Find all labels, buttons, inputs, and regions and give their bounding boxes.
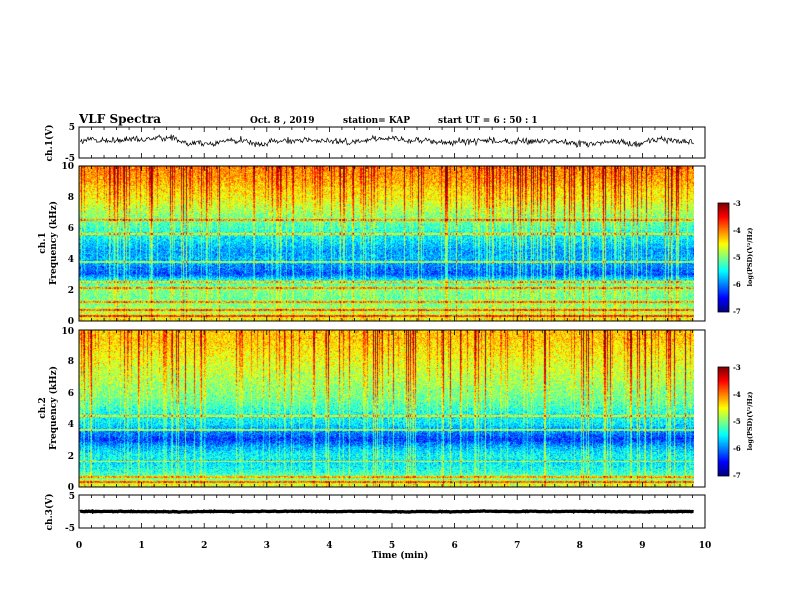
ch1-freq-tick-8: 8	[68, 193, 74, 203]
ch2-freq-tick-8: 8	[68, 357, 74, 367]
date-label: Oct. 8 , 2019	[250, 116, 314, 126]
ch1-waveform-panel: 5 -5 ch.1(V)	[44, 123, 706, 164]
ch3-waveform-ylabel: ch.3(V)	[44, 494, 55, 531]
ch2-spectrogram-image	[79, 330, 694, 487]
ch1-colorbar-frame	[717, 202, 730, 313]
ch1-cb-tick-m7: -7	[733, 307, 741, 316]
time-tick-label-9: 9	[639, 541, 645, 551]
ch1-cb-tick-m3: -3	[733, 199, 741, 208]
ch2-colorbar: -3 -4 -5 -6 -7 log(PSD)(V²/Hz)	[717, 363, 754, 480]
ch2-spectrogram-xticks	[78, 330, 706, 487]
ch1-freq-tick-0: 0	[68, 317, 74, 327]
ch1-ytick-bottom: -5	[65, 154, 75, 164]
station-label: station= KAP	[343, 116, 410, 126]
ch1-waveform-ylabel: ch.1(V)	[44, 125, 55, 162]
ch2-spectrogram-yticks: 0 2 4 6 8 10	[61, 327, 74, 493]
ch2-cb-tick-m4: -4	[733, 390, 741, 399]
ch1-spectrogram-ylabel: Frequency (kHz)	[48, 201, 59, 285]
time-tick-label-3: 3	[264, 541, 270, 551]
ch1-spectrogram-image	[79, 166, 694, 321]
ch2-colorbar-frame	[717, 366, 730, 477]
ch3-ytick-bottom: -5	[65, 524, 75, 534]
start-time-label: start UT = 6 : 50 : 1	[438, 116, 538, 126]
ch1-colorbar-label: log(PSD)(V²/Hz)	[746, 228, 754, 287]
ch1-spectrogram-panel: 0 2 4 6 8 10 ch.1 Frequency (kHz)	[38, 162, 706, 327]
ch2-freq-tick-6: 6	[68, 389, 74, 399]
ch1-freq-tick-2: 2	[68, 286, 74, 296]
ch1-ytick-top: 5	[69, 123, 75, 133]
ch1-spectrogram-yticks: 0 2 4 6 8 10	[61, 162, 74, 327]
ch2-freq-tick-10: 10	[61, 327, 74, 337]
ch1-freq-tick-10: 10	[61, 162, 74, 172]
ch2-freq-tick-2: 2	[68, 452, 74, 462]
time-tick-label-5: 5	[389, 541, 395, 551]
ch1-freq-tick-4: 4	[68, 255, 74, 265]
time-axis-ticklabels: 0 1 2 3 4 5 6 7 8 9 10	[76, 541, 711, 551]
ch2-cb-tick-m5: -5	[733, 417, 741, 426]
ch2-spectrogram-channel-label: ch.2	[38, 397, 48, 418]
time-tick-label-8: 8	[577, 541, 583, 551]
ch3-ytick-top: 5	[69, 492, 75, 502]
time-tick-label-2: 2	[201, 541, 207, 551]
ch1-cb-tick-m6: -6	[733, 280, 741, 289]
ch2-cb-tick-m7: -7	[733, 471, 741, 480]
time-tick-label-4: 4	[326, 541, 332, 551]
ch2-freq-tick-0: 0	[68, 483, 74, 493]
ch1-colorbar: -3 -4 -5 -6 -7 log(PSD)(V²/Hz)	[717, 199, 754, 316]
ch2-cb-tick-m6: -6	[733, 444, 741, 453]
ch2-cb-tick-m3: -3	[733, 363, 741, 372]
ch1-waveform-line	[79, 134, 694, 148]
time-axis-label: Time (min)	[372, 550, 429, 561]
time-tick-label-6: 6	[451, 541, 457, 551]
ch1-waveform-xticks	[78, 127, 706, 158]
ch3-waveform-line	[79, 509, 694, 515]
time-tick-label-10: 10	[699, 541, 712, 551]
ch2-colorbar-gradient	[718, 367, 729, 476]
ch3-waveform-xticks	[78, 495, 706, 528]
ch3-waveform-panel: 5 -5 ch.3(V)	[44, 492, 706, 534]
ch2-colorbar-label: log(PSD)(V²/Hz)	[746, 392, 754, 451]
ch1-cb-tick-m4: -4	[733, 226, 741, 235]
ch1-spectrogram-channel-label: ch.1	[38, 232, 48, 253]
ch1-spectrogram-xticks	[78, 166, 706, 321]
time-tick-label-7: 7	[514, 541, 520, 551]
figure-title: VLF Spectra	[78, 112, 161, 126]
ch1-cb-tick-m5: -5	[733, 253, 741, 262]
ch2-freq-tick-4: 4	[68, 420, 74, 430]
ch1-colorbar-gradient	[718, 203, 729, 312]
ch2-spectrogram-panel: 0 2 4 6 8 10 ch.2 Frequency (kHz)	[38, 327, 706, 493]
ch1-freq-tick-6: 6	[68, 224, 74, 234]
ch2-spectrogram-ylabel: Frequency (kHz)	[48, 366, 59, 450]
time-tick-label-1: 1	[138, 541, 144, 551]
time-tick-label-0: 0	[76, 541, 82, 551]
